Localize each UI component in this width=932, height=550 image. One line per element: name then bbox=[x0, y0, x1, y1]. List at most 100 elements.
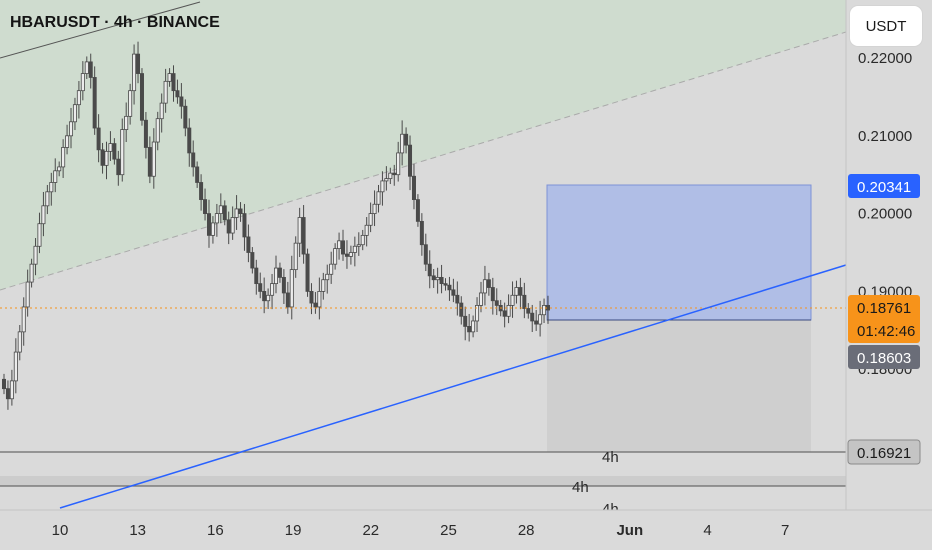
candle-body bbox=[76, 90, 81, 106]
candle-body bbox=[270, 283, 275, 296]
candle-body bbox=[344, 253, 349, 257]
candle-body bbox=[143, 119, 148, 148]
candle-body bbox=[139, 73, 144, 121]
candle-body bbox=[61, 147, 66, 168]
candle-body bbox=[317, 290, 322, 308]
candle-body bbox=[281, 276, 286, 294]
candle-body bbox=[167, 73, 172, 82]
candle-body bbox=[325, 273, 330, 281]
candle-body bbox=[210, 222, 215, 236]
candle-body bbox=[116, 158, 121, 176]
candle-body bbox=[478, 292, 483, 306]
candle-body bbox=[522, 294, 527, 309]
candle-body bbox=[238, 208, 243, 215]
badge-take-profit-value: 0.20341 bbox=[857, 179, 911, 196]
candle-body bbox=[368, 213, 373, 226]
candle-body bbox=[502, 310, 507, 317]
candle-body bbox=[356, 244, 361, 247]
time-tick-label: 13 bbox=[129, 522, 146, 539]
candles-group bbox=[2, 41, 551, 410]
candle-body bbox=[128, 90, 133, 117]
time-tick-label: 10 bbox=[52, 522, 69, 539]
candle-body bbox=[490, 287, 495, 302]
candle-body bbox=[419, 220, 424, 246]
candle-body bbox=[124, 115, 129, 130]
candle-body bbox=[88, 61, 93, 78]
candle-body bbox=[273, 267, 278, 285]
candle-body bbox=[423, 244, 428, 265]
candle-body bbox=[65, 135, 70, 148]
channel-upper-line bbox=[0, 1, 201, 59]
candle-body bbox=[400, 133, 405, 154]
candle-body bbox=[297, 217, 302, 244]
candle-body bbox=[262, 290, 267, 302]
candle-body bbox=[25, 281, 30, 308]
candle-body bbox=[427, 263, 432, 277]
price-tick-label: 0.20000 bbox=[858, 206, 912, 223]
candle-body bbox=[337, 240, 342, 250]
candle-body bbox=[171, 73, 176, 92]
candle-body bbox=[289, 269, 294, 308]
candle-body bbox=[179, 96, 184, 107]
time-axis-panel bbox=[0, 510, 932, 550]
candle-body bbox=[542, 305, 547, 316]
candle-body bbox=[100, 149, 105, 166]
candle-body bbox=[92, 77, 97, 129]
price-tick-label: 0.21000 bbox=[858, 128, 912, 145]
candle-body bbox=[33, 245, 38, 265]
candle-body bbox=[266, 294, 271, 302]
candle-body bbox=[96, 127, 101, 151]
candle-body bbox=[360, 234, 365, 246]
price-tick-label: 0.22000 bbox=[858, 50, 912, 67]
candle-body bbox=[41, 205, 46, 225]
candle-body bbox=[455, 294, 460, 304]
time-tick-label: 19 bbox=[285, 522, 302, 539]
candle-body bbox=[309, 290, 314, 304]
candle-body bbox=[534, 320, 539, 325]
candle-body bbox=[159, 102, 164, 120]
candle-body bbox=[392, 172, 397, 176]
candle-body bbox=[57, 166, 62, 172]
time-tick-label: 7 bbox=[781, 522, 789, 539]
candle-body bbox=[53, 170, 58, 183]
candle-body bbox=[530, 312, 535, 322]
candle-body bbox=[199, 182, 204, 200]
candle-body bbox=[37, 223, 42, 247]
candle-body bbox=[136, 53, 141, 74]
label-4h-2: 4h bbox=[572, 479, 589, 496]
candle-body bbox=[510, 294, 515, 306]
candle-body bbox=[467, 326, 472, 333]
candle-body bbox=[49, 182, 54, 193]
candle-body bbox=[285, 292, 290, 308]
candle-body bbox=[226, 219, 231, 234]
trend-line[interactable] bbox=[59, 264, 847, 509]
candle-body bbox=[246, 236, 251, 253]
candle-body bbox=[341, 240, 346, 255]
candle-body bbox=[514, 287, 519, 296]
currency-button[interactable]: USDT bbox=[850, 6, 922, 46]
chart-title: HBARUSDT · 4h · BINANCE bbox=[10, 14, 220, 31]
badge-take-profit: 0.20341 bbox=[848, 174, 920, 198]
candle-body bbox=[364, 224, 369, 236]
profit-zone bbox=[546, 184, 812, 321]
candle-body bbox=[147, 147, 152, 177]
candle-body bbox=[132, 53, 137, 92]
candle-body bbox=[538, 314, 543, 325]
candle-body bbox=[376, 191, 381, 205]
candle-body bbox=[404, 133, 409, 146]
candle-body bbox=[475, 305, 480, 322]
candle-body bbox=[506, 305, 511, 317]
candle-body bbox=[21, 306, 26, 333]
candle-body bbox=[195, 166, 200, 183]
candle-body bbox=[151, 141, 156, 177]
candle-body bbox=[471, 320, 476, 333]
candle-body bbox=[415, 199, 420, 222]
candle-body bbox=[45, 191, 50, 207]
candle-body bbox=[13, 351, 18, 382]
candle-body bbox=[29, 263, 34, 283]
candle-body bbox=[313, 302, 318, 308]
candle-body bbox=[222, 205, 227, 221]
time-axis-ticks: 10 13 16 19 22 25 28 Jun 4 7 bbox=[52, 522, 790, 539]
